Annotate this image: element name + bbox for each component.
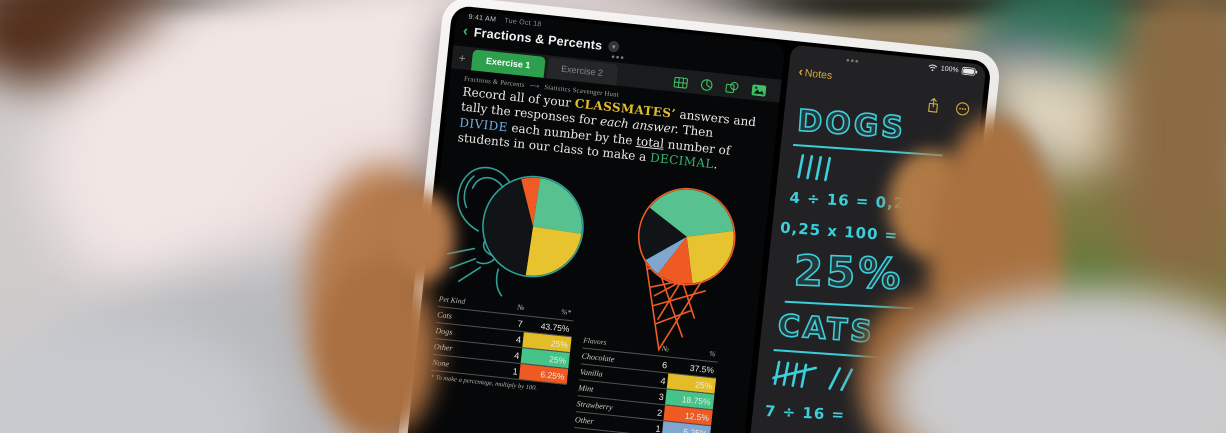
ipad-screen: 9:41 AM Tue Oct 18 ‹ Fractions & Percent…	[402, 4, 992, 433]
table-cell[interactable]: Vanilla	[579, 367, 604, 379]
insert-chart-icon[interactable]	[700, 78, 713, 91]
document-title: Fractions & Percents	[473, 24, 604, 53]
status-time: 9:41 AM	[468, 13, 497, 24]
tally-mark	[800, 363, 808, 388]
pie-slice-other	[532, 178, 582, 234]
background-tan-grass	[1050, 300, 1226, 433]
notes-app-window[interactable]: ••• 100% ‹Notes	[741, 44, 987, 433]
pie-slice-cats	[483, 179, 533, 276]
pets-pie-chart[interactable]	[434, 145, 616, 307]
background-olive-grass	[1010, 170, 1226, 370]
background-green-bush	[1000, 250, 1170, 420]
front-camera	[421, 226, 428, 232]
background-teal-foliage	[975, 0, 1150, 120]
table-cell[interactable]: 3	[658, 391, 665, 402]
table-cell[interactable]: 4	[515, 333, 522, 345]
share-icon[interactable]	[926, 97, 941, 118]
tally-mark	[771, 366, 818, 380]
paragraph-segment: total	[635, 133, 665, 151]
tab-exercise-2[interactable]: Exercise 2	[546, 57, 618, 86]
pie-slice-other	[645, 236, 687, 274]
chevron-down-icon[interactable]: ▾	[607, 40, 620, 53]
handwritten-equation-1: 4 ÷ 16 = 0,25	[789, 188, 918, 214]
paragraph-segment: .	[713, 157, 719, 172]
table-cell[interactable]: None	[431, 357, 450, 369]
tally-mark	[791, 362, 799, 387]
flavors-pie-slices	[639, 189, 734, 284]
pie-slice-dogs	[525, 226, 582, 276]
pie-slice-strawberry	[657, 236, 693, 284]
table-cell[interactable]: №	[516, 302, 525, 313]
table-cell[interactable]: 4	[660, 375, 667, 386]
pie-slice-mint	[639, 207, 687, 260]
insert-shape-icon[interactable]	[725, 81, 739, 94]
table-cell[interactable]: Dogs	[435, 326, 453, 337]
handwritten-equation-3: 7 ÷ 16 =	[764, 401, 846, 425]
more-options-icon[interactable]	[954, 101, 970, 121]
table-cell[interactable]: Pet Kind	[438, 294, 466, 306]
handwritten-equation-2: 0,25 x 100 =	[779, 218, 899, 245]
add-tab-button[interactable]: +	[457, 50, 467, 66]
cats-tally-marks	[771, 360, 854, 392]
back-chevron-icon[interactable]: ‹	[462, 22, 469, 40]
tally-mark	[824, 156, 832, 182]
volume-button[interactable]	[975, 257, 983, 284]
pets-pie-slices	[483, 177, 582, 276]
wifi-icon	[928, 64, 938, 72]
tally-mark	[806, 155, 814, 180]
table-cell[interactable]: 2	[656, 407, 663, 418]
tab-exercise-1[interactable]: Exercise 1	[470, 49, 546, 78]
charts-row	[427, 145, 777, 384]
flavors-pie-chart[interactable]	[589, 168, 777, 384]
ipad-device: 9:41 AM Tue Oct 18 ‹ Fractions & Percent…	[392, 0, 1002, 433]
table-cell[interactable]: Other	[433, 341, 453, 353]
table-cell[interactable]: 4	[513, 349, 520, 361]
tally-mark	[797, 154, 805, 179]
table-cell[interactable]: 1	[655, 423, 662, 433]
insert-table-icon[interactable]	[673, 76, 689, 89]
flavors-table[interactable]: Flavors №% Chocolate 6 37.5% Vanilla 4 25% Mint 3…	[574, 332, 720, 433]
handwritten-heading-dogs: DOGS	[795, 103, 908, 147]
table-cell[interactable]: 7	[517, 318, 524, 329]
tally-mark	[815, 156, 823, 181]
pie-slice-chocolate	[649, 189, 734, 237]
handwriting-canvas[interactable]: DOGS 4 ÷ 16 = 0,25 0,25 x 100 = 25% CATS…	[741, 45, 986, 433]
background-corner-brown	[0, 0, 180, 90]
underline-stroke	[784, 300, 915, 310]
table-cell[interactable]: Mint	[577, 383, 594, 394]
tally-mark	[840, 368, 854, 392]
status-bar-right: 100%	[927, 63, 978, 76]
tally-mark	[828, 367, 842, 390]
table-cell[interactable]: Chocolate	[581, 351, 615, 364]
pie-slice-none	[521, 177, 541, 227]
table-cell[interactable]: Cats	[436, 310, 453, 321]
pie-slice-vanilla	[686, 230, 734, 284]
gray-sleeve-left-lower	[0, 320, 270, 433]
pets-table[interactable]: Pet Kind № %* Cats 7 43.75% Dogs 4 25% Other 4 25% N…	[431, 291, 575, 385]
dogs-tally-marks	[797, 154, 832, 182]
table-cell[interactable]: 6	[661, 359, 668, 370]
table-cell[interactable]: 1	[512, 365, 519, 377]
table-cell[interactable]: №	[661, 343, 670, 354]
handwritten-result-25: 25%	[792, 245, 905, 299]
breadcrumb-arrow-icon: ⟶	[529, 82, 540, 91]
handwritten-heading-cats: CATS	[776, 308, 877, 351]
background-brown-grass	[1110, 0, 1226, 290]
table-cell[interactable]: Strawberry	[576, 399, 613, 412]
tally-mark	[773, 360, 781, 386]
table-cell[interactable]: Flavors	[582, 335, 608, 347]
battery-icon	[961, 66, 978, 76]
table-cell[interactable]: Other	[574, 415, 595, 426]
tab-bar: + Exercise 1 Exercise 2	[451, 45, 782, 103]
pages-app-window: 9:41 AM Tue Oct 18 ‹ Fractions & Percent…	[407, 9, 786, 433]
insert-media-icon[interactable]	[751, 84, 767, 98]
status-date: Tue Oct 18	[503, 17, 542, 29]
